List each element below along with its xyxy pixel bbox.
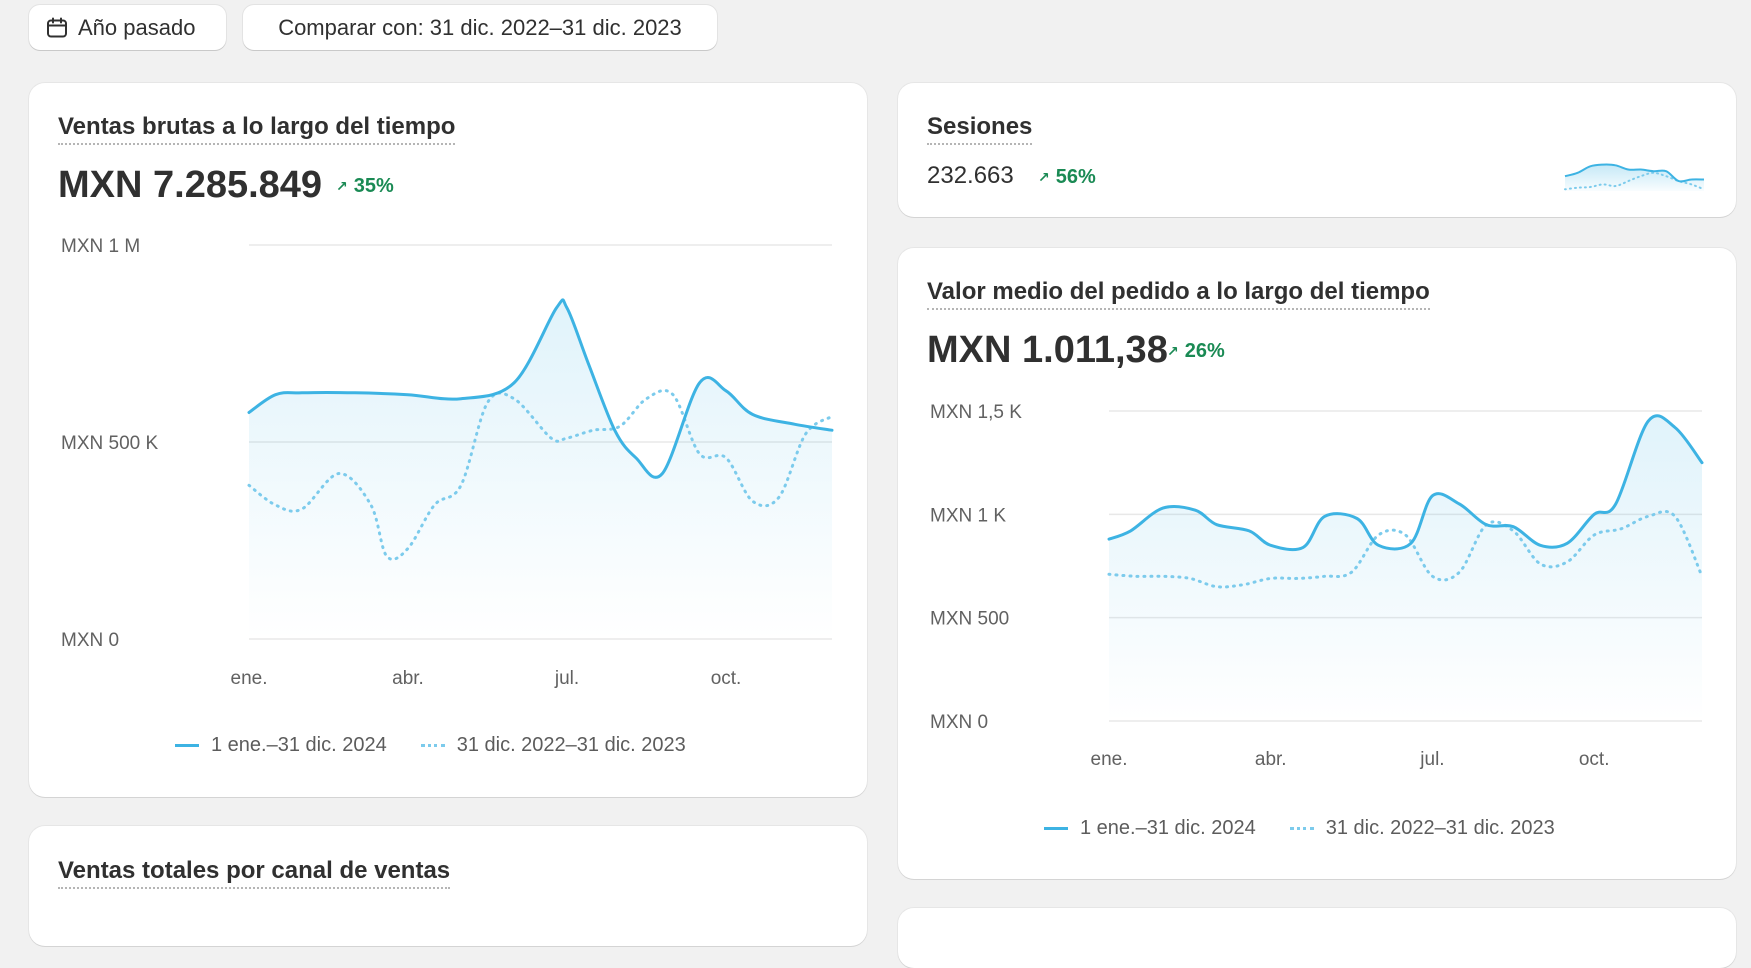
current-series-line[interactable]	[1107, 414, 1704, 552]
y-tick-label: MXN 1 K	[930, 505, 1006, 526]
x-tick-label: ene.	[231, 668, 268, 689]
aov-legend: 1 ene.–31 dic. 2024 31 dic. 2022–31 dic.…	[1044, 817, 1555, 840]
legend-current-label: 1 ene.–31 dic. 2024	[211, 734, 387, 756]
gross-sales-legend: 1 ene.–31 dic. 2024 31 dic. 2022–31 dic.…	[175, 734, 686, 757]
y-tick-label: MXN 1,5 K	[930, 402, 1022, 423]
y-tick-label: MXN 1 M	[61, 236, 140, 257]
x-tick-label: oct.	[711, 668, 742, 689]
legend-previous-label: 31 dic. 2022–31 dic. 2023	[456, 734, 686, 756]
gross-sales-title[interactable]: Ventas brutas a lo largo del tiempo	[58, 113, 456, 145]
period-button[interactable]: Año pasado	[29, 5, 226, 50]
sessions-sparkline	[1564, 163, 1705, 191]
aov-chart: MXN 0 MXN 500 MXN 1 K MXN 1,5 K ene. abr. jul.…	[930, 402, 1704, 770]
legend-previous-label: 31 dic. 2022–31 dic. 2023	[1325, 817, 1555, 839]
y-tick-label: MXN 500	[930, 609, 1009, 630]
previous-series-line	[1107, 509, 1704, 589]
gross-sales-chart: MXN 0 MXN 500 K MXN 1 M ene. abr. jul. oct.	[61, 236, 834, 689]
sparkline-current-line	[1564, 163, 1705, 183]
sessions-title[interactable]: Sesiones	[927, 113, 1033, 145]
aov-delta: ↗ 26%	[1167, 340, 1225, 363]
next-card	[898, 908, 1736, 968]
aov-value: MXN 1.011,38	[927, 329, 1168, 371]
gross-sales-value: MXN 7.285.849	[58, 164, 323, 206]
sessions-value: 232.663	[927, 162, 1014, 189]
legend-solid-swatch	[175, 744, 199, 747]
sessions-card: Sesiones 232.663 ↗ 56%	[898, 83, 1736, 217]
sales-by-channel-card: Ventas totales por canal de ventas	[29, 826, 867, 946]
current-area-fill	[1109, 415, 1702, 721]
period-label: Año pasado	[78, 14, 196, 40]
sessions-delta-value: 56%	[1055, 166, 1096, 188]
compare-button[interactable]: Comparar con: 31 dic. 2022–31 dic. 2023	[243, 5, 717, 50]
gross-sales-card: Ventas brutas a lo largo del tiempo MXN …	[29, 83, 867, 797]
aov-delta-value: 26%	[1184, 340, 1225, 362]
legend-previous[interactable]: 31 dic. 2022–31 dic. 2023	[1289, 817, 1555, 840]
legend-current[interactable]: 1 ene.–31 dic. 2024	[175, 734, 387, 757]
x-tick-label: oct.	[1579, 749, 1610, 770]
x-tick-label: ene.	[1091, 749, 1128, 770]
arrow-up-right-icon: ↗	[1167, 343, 1179, 359]
legend-current-label: 1 ene.–31 dic. 2024	[1080, 817, 1256, 839]
aov-card: Valor medio del pedido a lo largo del ti…	[898, 248, 1736, 879]
legend-previous[interactable]: 31 dic. 2022–31 dic. 2023	[420, 734, 686, 757]
current-area-fill	[249, 299, 832, 639]
current-series-line[interactable]	[247, 298, 834, 479]
legend-current[interactable]: 1 ene.–31 dic. 2024	[1044, 817, 1256, 840]
arrow-up-right-icon: ↗	[336, 178, 348, 194]
gross-sales-delta-value: 35%	[353, 175, 394, 197]
gross-sales-delta: ↗ 35%	[336, 175, 394, 198]
x-tick-label: abr.	[392, 668, 424, 689]
arrow-up-right-icon: ↗	[1038, 169, 1050, 185]
compare-label: Comparar con: 31 dic. 2022–31 dic. 2023	[278, 14, 682, 40]
legend-dotted-swatch	[1289, 827, 1314, 830]
y-tick-label: MXN 500 K	[61, 433, 158, 454]
x-tick-label: jul.	[554, 668, 579, 689]
previous-series-line	[247, 389, 834, 561]
sales-by-channel-title[interactable]: Ventas totales por canal de ventas	[58, 857, 451, 889]
x-tick-label: abr.	[1255, 749, 1287, 770]
legend-solid-swatch	[1044, 827, 1068, 830]
sessions-delta: ↗ 56%	[1038, 166, 1096, 189]
legend-dotted-swatch	[420, 744, 445, 747]
aov-title[interactable]: Valor medio del pedido a lo largo del ti…	[927, 278, 1430, 310]
calendar-icon	[47, 17, 67, 37]
y-tick-label: MXN 0	[930, 712, 988, 733]
y-tick-label: MXN 0	[61, 630, 119, 651]
x-tick-label: jul.	[1419, 749, 1444, 770]
